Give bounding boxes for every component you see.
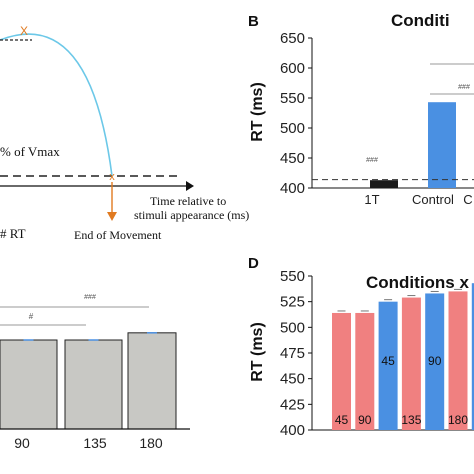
panel-d-y-tick-label: 400 <box>280 422 305 439</box>
panel-d-bar-label: 45 <box>381 354 395 368</box>
panel-d-bar <box>425 293 445 430</box>
end-arrowhead <box>107 212 117 221</box>
panel-d-y-tick-label: 475 <box>280 345 305 362</box>
panel-b-ylabel: RT (ms) <box>249 82 266 142</box>
panel-d-y-ticks: 400 425 450 475 500 525 550 <box>280 268 312 439</box>
panel-b-y-ticks: 400 450 500 550 600 650 <box>280 30 312 197</box>
panel-d-bar <box>355 312 375 430</box>
panel-b-bar <box>428 102 456 188</box>
panel-d-bar-label: 45 <box>335 413 349 427</box>
panel-c-sig-inner: # <box>29 312 34 321</box>
panel-d-ylabel: RT (ms) <box>249 322 266 382</box>
panel-d-bar-label: 90 <box>428 354 442 368</box>
panel-b-y-tick-label: 400 <box>280 180 305 197</box>
panel-d-y-tick-label: 525 <box>280 294 305 311</box>
rt-label: # RT <box>0 226 26 241</box>
panel-d-y-tick-label: 425 <box>280 396 305 413</box>
time-axis-label-1: Time relative to <box>150 194 226 208</box>
panel-b-y-tick-label: 650 <box>280 30 305 47</box>
panel-d: D Conditions x RT (ms) 400 425 450 475 500 52… <box>248 255 474 439</box>
panel-b-sig-2: ### <box>458 84 470 91</box>
panel-b: B Conditi RT (ms) 400 450 500 550 600 650 ###… <box>248 11 474 207</box>
panel-b-y-tick-label: 450 <box>280 150 305 167</box>
panel-b-x-label: Control <box>412 192 454 207</box>
panel-c-bars <box>0 332 177 430</box>
panel-b-x-labels: 1T Control C <box>364 192 472 207</box>
panel-b-x-label: C <box>463 192 472 207</box>
panel-d-y-tick-label: 450 <box>280 371 305 388</box>
panel-d-title: Conditions x <box>366 273 469 292</box>
velocity-curve <box>0 33 113 177</box>
panel-d-bar <box>332 312 351 430</box>
panel-c: ### # 90 135 180 <box>0 294 190 451</box>
vmax-label: % of Vmax <box>0 144 60 159</box>
end-of-movement-label: End of Movement <box>74 228 162 242</box>
panel-d-letter: D <box>248 255 259 272</box>
panel-c-x-label: 90 <box>14 435 30 451</box>
panel-b-letter: B <box>248 13 259 30</box>
panel-c-x-label: 135 <box>83 435 107 451</box>
panel-a: X % of Vmax x Time relative to stimuli a… <box>0 24 249 242</box>
panel-b-sig-1: ### <box>366 157 378 164</box>
panel-b-y-tick-label: 550 <box>280 90 305 107</box>
panel-d-bar-label: 135 <box>401 413 421 427</box>
panel-b-bars <box>370 102 456 188</box>
panel-b-y-tick-label: 600 <box>280 60 305 77</box>
time-axis-arrowhead <box>186 181 194 191</box>
panel-b-title: Conditi <box>391 11 450 30</box>
panel-c-bar <box>0 339 58 430</box>
panel-d-bar <box>448 291 468 430</box>
panel-d-bar <box>401 297 421 430</box>
panel-d-bar <box>471 283 474 430</box>
panel-b-bar <box>370 180 398 188</box>
panel-d-bar-label: 180 <box>448 413 468 427</box>
panel-d-bars: 45 90 45 135 90 180 <box>332 283 474 430</box>
panel-d-bar-label: 90 <box>358 413 372 427</box>
panel-d-bar <box>378 301 398 430</box>
panel-c-sig-outer: ### <box>84 294 96 301</box>
end-x-marker: x <box>109 171 115 183</box>
panel-d-y-tick-label: 550 <box>280 268 305 285</box>
panel-d-y-tick-label: 500 <box>280 319 305 336</box>
panel-b-y-tick-label: 500 <box>280 120 305 137</box>
panel-c-x-label: 180 <box>139 435 163 451</box>
panel-c-x-labels: 90 135 180 <box>14 435 163 451</box>
panel-b-x-label: 1T <box>364 192 379 207</box>
time-axis-label-2: stimuli appearance (ms) <box>134 208 249 222</box>
panel-c-bar <box>127 332 177 430</box>
panel-c-bar <box>64 339 123 430</box>
peak-x-marker: X <box>20 24 28 38</box>
